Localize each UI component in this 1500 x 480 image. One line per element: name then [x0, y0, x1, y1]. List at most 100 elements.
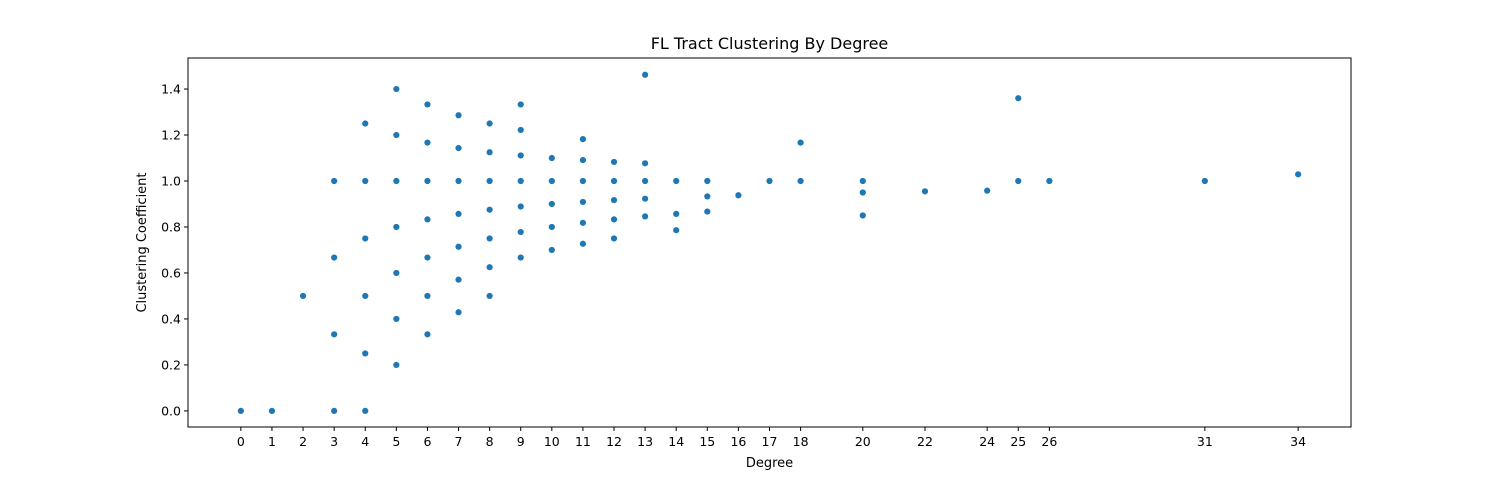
data-point [642, 177, 649, 185]
data-point [579, 156, 587, 164]
y-axis-label: Clustering Coefficient [135, 172, 150, 312]
data-point [579, 136, 587, 143]
data-point [424, 292, 431, 300]
x-tick-label: 22 [917, 434, 933, 449]
data-point [331, 331, 338, 338]
data-point [362, 350, 369, 357]
data-point [517, 203, 524, 210]
data-point [1046, 177, 1053, 185]
data-point [393, 269, 400, 277]
y-tick-label: 0.6 [161, 265, 181, 280]
data-point [424, 254, 431, 261]
data-point [579, 177, 587, 185]
data-point [424, 139, 431, 146]
data-point [673, 210, 680, 217]
data-point [455, 276, 462, 283]
data-point [517, 101, 524, 108]
data-point [610, 177, 618, 185]
x-tick-label: 8 [486, 434, 494, 449]
data-point [921, 188, 929, 195]
data-point [486, 264, 493, 271]
data-point [455, 309, 462, 316]
data-point [455, 177, 462, 185]
x-tick-label: 15 [699, 434, 715, 449]
data-point [486, 235, 493, 242]
x-tick-label: 4 [361, 434, 369, 449]
data-point [704, 193, 711, 200]
data-point [331, 407, 338, 415]
x-tick-label: 11 [575, 434, 591, 449]
x-tick-label: 7 [455, 434, 463, 449]
data-point [548, 154, 555, 162]
data-point [424, 101, 431, 108]
x-tick-label: 13 [637, 434, 653, 449]
x-tick-label: 26 [1041, 434, 1057, 449]
data-point [486, 177, 493, 185]
data-point [610, 158, 618, 166]
y-tick-label: 1.4 [161, 82, 181, 97]
x-tick-label: 20 [855, 434, 871, 449]
data-point [797, 139, 804, 146]
data-point [486, 206, 493, 213]
data-point [393, 223, 400, 231]
data-point [362, 235, 369, 242]
data-point [393, 177, 400, 185]
y-tick-label: 0.8 [161, 219, 181, 234]
data-point [610, 216, 618, 223]
data-point [548, 177, 555, 185]
data-point [517, 126, 524, 134]
y-tick-label: 1.2 [161, 128, 181, 143]
y-tick-label: 0.0 [161, 403, 181, 418]
data-point [1015, 177, 1022, 185]
data-point [299, 292, 307, 300]
data-point [517, 228, 524, 236]
plot-frame [187, 57, 1352, 428]
data-point [393, 131, 400, 139]
data-point [673, 177, 680, 185]
data-point [642, 195, 649, 202]
data-point [548, 246, 555, 254]
data-point [610, 196, 618, 204]
x-tick-label: 6 [423, 434, 431, 449]
chart-title: FL Tract Clustering By Degree [651, 34, 889, 53]
data-point [797, 177, 804, 185]
data-point [1015, 95, 1022, 102]
points-layer [237, 71, 1302, 415]
data-point [704, 177, 711, 185]
data-point [548, 223, 555, 231]
data-point [859, 212, 866, 219]
x-tick-label: 24 [979, 434, 995, 449]
x-tick-label: 2 [299, 434, 307, 449]
x-tick-label: 0 [237, 434, 245, 449]
x-tick-label: 10 [544, 434, 560, 449]
data-point [548, 200, 555, 208]
data-point [455, 112, 462, 119]
data-point [424, 331, 431, 338]
data-point [331, 177, 338, 185]
data-point [455, 243, 462, 250]
x-tick-label: 16 [730, 434, 746, 449]
y-axis: 0.0 0.2 0.4 0.6 0.8 1.0 1.2 1.4 [161, 82, 188, 418]
x-tick-label: 31 [1197, 434, 1213, 449]
data-point [455, 145, 462, 152]
data-point [331, 254, 338, 261]
data-point [362, 407, 369, 415]
data-point [517, 177, 524, 185]
data-point [455, 210, 462, 217]
data-point [268, 407, 276, 415]
data-point [673, 227, 680, 234]
data-point [362, 120, 369, 127]
data-point [1201, 177, 1208, 185]
data-point [642, 160, 649, 167]
x-tick-label: 9 [517, 434, 525, 449]
data-point [362, 177, 369, 185]
data-point [859, 177, 866, 185]
y-tick-label: 0.2 [161, 357, 181, 372]
data-point [486, 292, 493, 300]
x-tick-label: 18 [793, 434, 809, 449]
data-point [486, 120, 493, 127]
data-point [579, 240, 587, 247]
data-point [517, 254, 524, 261]
data-point [642, 213, 649, 220]
x-tick-label: 25 [1010, 434, 1026, 449]
